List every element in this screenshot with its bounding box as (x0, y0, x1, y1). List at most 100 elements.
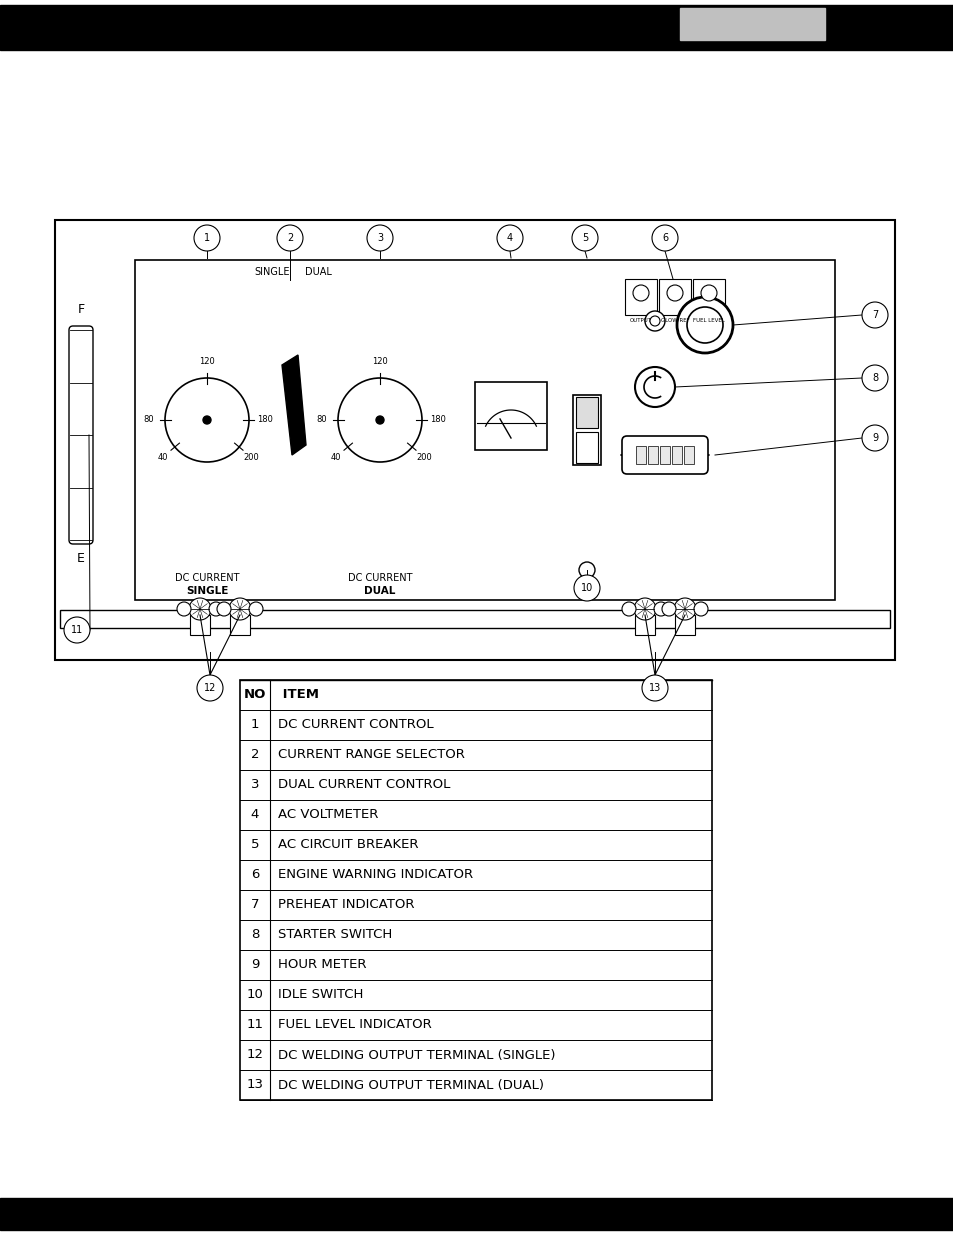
Bar (135, 261, 834, 600)
Polygon shape (282, 354, 306, 454)
Circle shape (574, 576, 599, 601)
Text: 80: 80 (144, 415, 154, 425)
Text: DC WELDING OUTPUT TERMINAL (DUAL): DC WELDING OUTPUT TERMINAL (DUAL) (277, 1078, 543, 1092)
Text: STARTER SWITCH: STARTER SWITCH (277, 929, 392, 941)
Bar (635, 615, 655, 635)
Text: DC CURRENT CONTROL: DC CURRENT CONTROL (277, 719, 434, 731)
Text: 120: 120 (199, 357, 214, 367)
Circle shape (649, 316, 659, 326)
Circle shape (193, 225, 220, 251)
Text: 1: 1 (204, 233, 210, 243)
Circle shape (862, 303, 887, 329)
Bar (240, 830, 711, 860)
Bar (240, 710, 711, 740)
Circle shape (700, 285, 717, 301)
Circle shape (572, 225, 598, 251)
Text: 2: 2 (287, 233, 293, 243)
Bar (475, 382, 546, 450)
Text: 6: 6 (661, 233, 667, 243)
Bar (659, 279, 690, 315)
Bar (240, 1040, 711, 1070)
Circle shape (276, 225, 303, 251)
Circle shape (216, 601, 231, 616)
Circle shape (196, 676, 223, 701)
Bar (240, 740, 711, 769)
Bar (576, 396, 598, 429)
Text: FUEL LEVEL: FUEL LEVEL (693, 317, 724, 324)
Text: PREHEAT INDICATOR: PREHEAT INDICATOR (277, 899, 414, 911)
Text: OUTPUT: OUTPUT (629, 317, 651, 324)
Circle shape (189, 598, 211, 620)
Text: 6: 6 (251, 868, 259, 882)
Bar (240, 1010, 711, 1040)
Bar (675, 615, 695, 635)
Text: 40: 40 (157, 453, 168, 462)
Text: 4: 4 (506, 233, 513, 243)
Bar (240, 800, 711, 830)
Circle shape (693, 601, 707, 616)
Bar (0, 1198, 953, 1230)
Text: GLOW REF: GLOW REF (659, 317, 689, 324)
Circle shape (654, 601, 667, 616)
Text: 40: 40 (330, 453, 340, 462)
Circle shape (249, 601, 263, 616)
Bar (647, 446, 658, 464)
Circle shape (641, 676, 667, 701)
Text: NO: NO (244, 688, 266, 701)
Text: 9: 9 (871, 433, 877, 443)
Circle shape (578, 562, 595, 578)
FancyBboxPatch shape (621, 436, 707, 474)
Circle shape (64, 618, 90, 643)
Text: 200: 200 (243, 453, 259, 462)
Circle shape (644, 311, 664, 331)
Bar (240, 680, 711, 1100)
Bar (671, 446, 681, 464)
Bar (240, 950, 711, 981)
Text: DUAL: DUAL (304, 267, 331, 277)
Text: 1: 1 (251, 719, 259, 731)
Bar (659, 446, 669, 464)
Text: 7: 7 (871, 310, 877, 320)
Bar (240, 981, 711, 1010)
Bar (240, 860, 711, 890)
Text: 200: 200 (416, 453, 432, 462)
Text: 180: 180 (256, 415, 273, 425)
Text: 9: 9 (251, 958, 259, 972)
Circle shape (203, 416, 211, 424)
Text: DC CURRENT: DC CURRENT (348, 573, 412, 583)
Circle shape (686, 308, 722, 343)
Circle shape (677, 296, 732, 353)
Text: 11: 11 (71, 625, 83, 635)
Text: 12: 12 (246, 1049, 263, 1062)
Circle shape (209, 601, 223, 616)
Text: E: E (77, 552, 85, 564)
Text: AC CIRCUIT BREAKER: AC CIRCUIT BREAKER (277, 839, 418, 851)
Circle shape (497, 225, 522, 251)
Circle shape (375, 416, 384, 424)
Text: 8: 8 (251, 929, 259, 941)
Text: 7: 7 (251, 899, 259, 911)
Text: AC VOLTMETER: AC VOLTMETER (277, 809, 378, 821)
Text: 5: 5 (581, 233, 587, 243)
Bar (230, 615, 250, 635)
Text: DC WELDING OUTPUT TERMINAL (SINGLE): DC WELDING OUTPUT TERMINAL (SINGLE) (277, 1049, 555, 1062)
Circle shape (651, 225, 678, 251)
Text: 11: 11 (246, 1019, 263, 1031)
Circle shape (661, 601, 676, 616)
Circle shape (862, 425, 887, 451)
Text: 120: 120 (372, 357, 388, 367)
Text: 13: 13 (246, 1078, 263, 1092)
Text: HOUR METER: HOUR METER (277, 958, 366, 972)
Bar (240, 920, 711, 950)
Text: FUEL LEVEL INDICATOR: FUEL LEVEL INDICATOR (277, 1019, 432, 1031)
Text: 10: 10 (246, 988, 263, 1002)
Bar (576, 432, 598, 463)
Text: 3: 3 (251, 778, 259, 792)
Text: DUAL: DUAL (364, 585, 395, 597)
Circle shape (367, 225, 393, 251)
Text: SINGLE: SINGLE (254, 267, 290, 277)
Bar (573, 395, 600, 466)
Circle shape (621, 601, 636, 616)
Circle shape (634, 598, 656, 620)
Circle shape (862, 366, 887, 391)
